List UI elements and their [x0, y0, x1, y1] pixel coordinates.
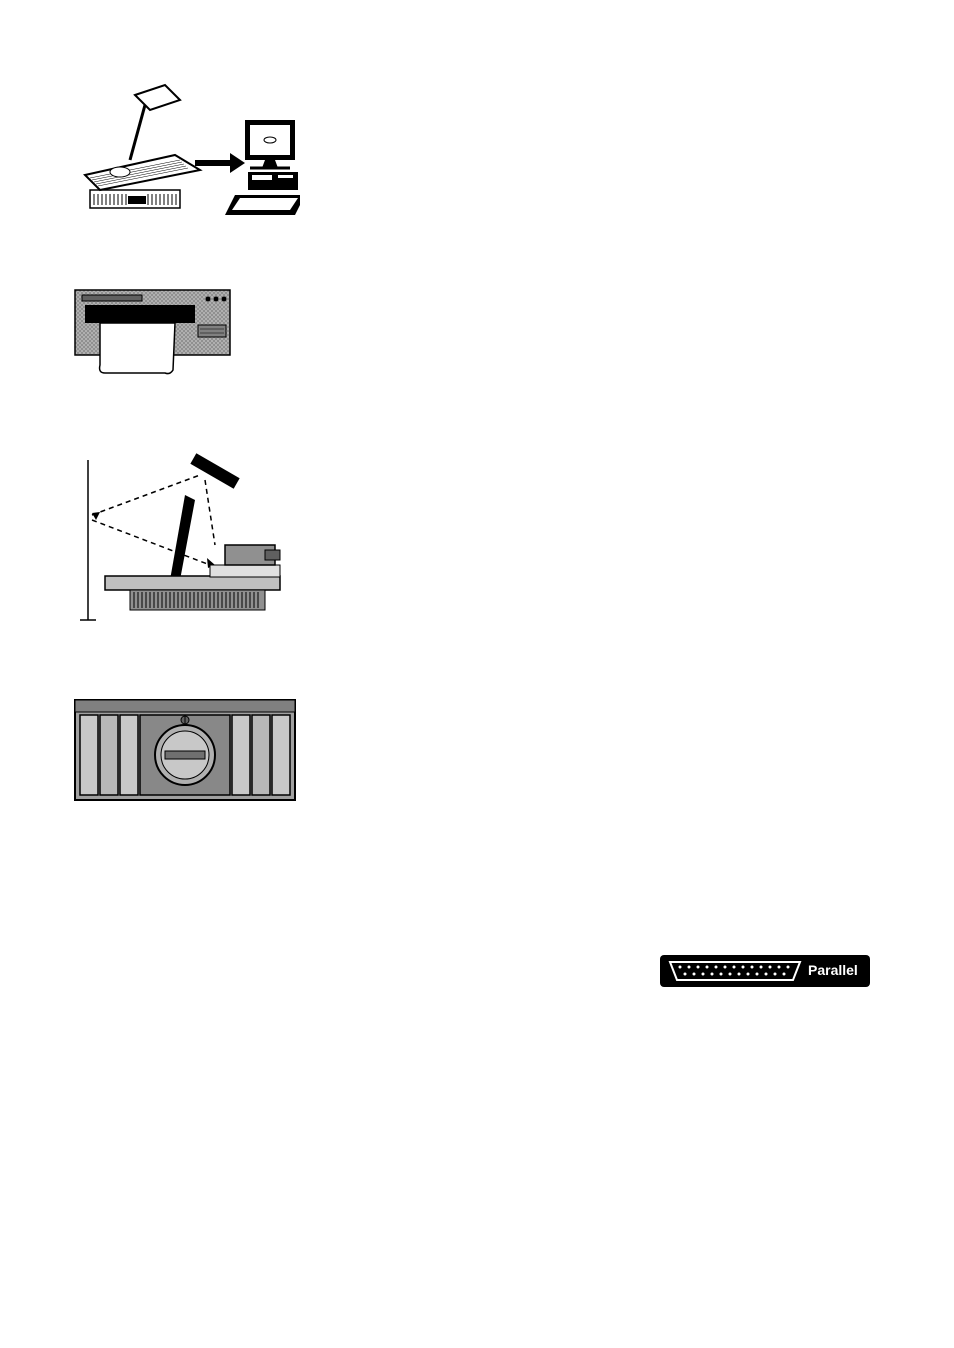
scanner-device-icon — [85, 85, 200, 208]
speaker-device-diagram — [70, 695, 884, 805]
printer-diagram — [70, 285, 884, 380]
arrow-icon — [195, 153, 245, 173]
parallel-text: Parallel — [808, 962, 858, 978]
scanner-to-computer-diagram — [70, 60, 884, 230]
projector-diagram — [70, 450, 884, 640]
parallel-port-label: Parallel — [660, 955, 884, 987]
